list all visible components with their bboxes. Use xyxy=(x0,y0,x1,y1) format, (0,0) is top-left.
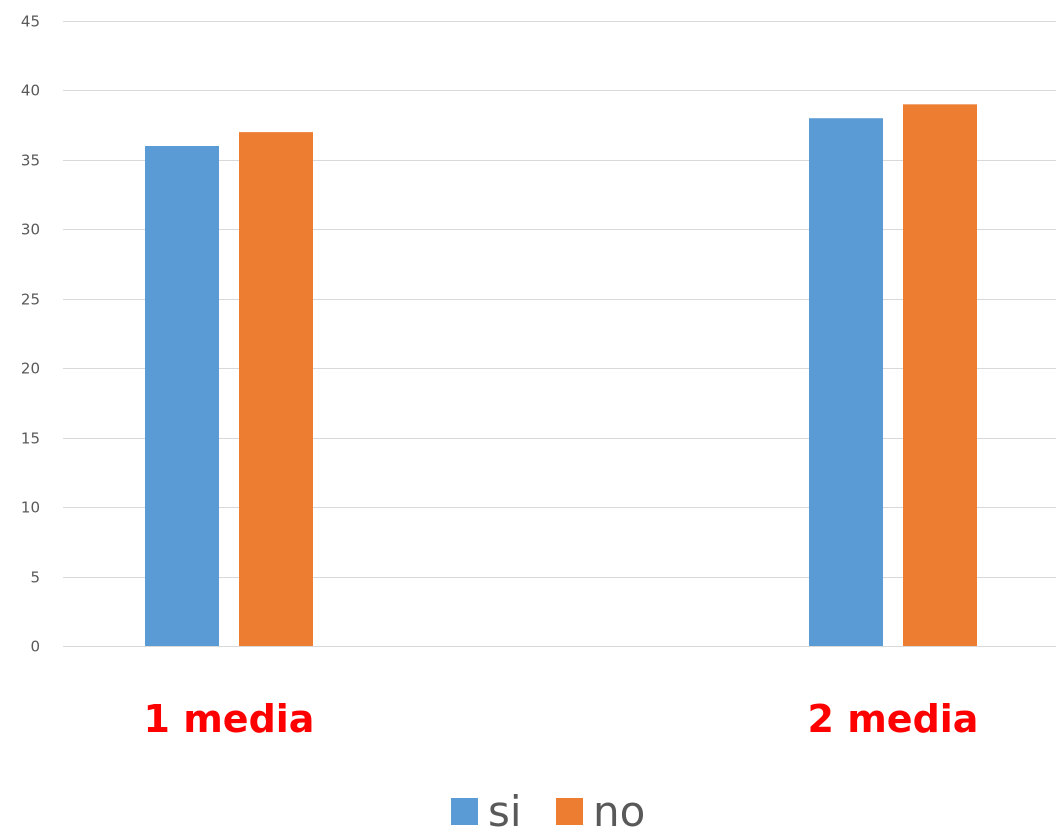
bar-si-1 xyxy=(145,146,219,646)
y-tick-label: 20 xyxy=(21,360,40,378)
y-tick-label: 0 xyxy=(30,638,40,656)
category-label: 1 media xyxy=(144,697,315,741)
bar-no-1 xyxy=(239,132,313,647)
bars xyxy=(145,104,977,647)
legend: si no xyxy=(451,787,645,833)
bar-si-2 xyxy=(809,118,883,646)
category-labels: 1 media 2 media xyxy=(144,697,979,741)
y-tick-label: 35 xyxy=(21,152,40,170)
category-label: 2 media xyxy=(808,697,979,741)
y-tick-label: 15 xyxy=(21,430,40,448)
y-tick-label: 30 xyxy=(21,221,40,239)
legend-swatch-no xyxy=(556,798,583,825)
y-axis-tick-labels: 0 5 10 15 20 25 30 35 40 45 xyxy=(21,13,40,656)
legend-label: si xyxy=(488,787,522,833)
y-tick-label: 5 xyxy=(30,569,40,587)
legend-swatch-si xyxy=(451,798,478,825)
y-tick-label: 25 xyxy=(21,291,40,309)
y-tick-label: 40 xyxy=(21,82,40,100)
legend-label: no xyxy=(593,787,645,833)
gridlines xyxy=(63,21,1056,647)
bar-no-2 xyxy=(903,104,977,647)
y-tick-label: 10 xyxy=(21,499,40,517)
y-tick-label: 45 xyxy=(21,13,40,31)
